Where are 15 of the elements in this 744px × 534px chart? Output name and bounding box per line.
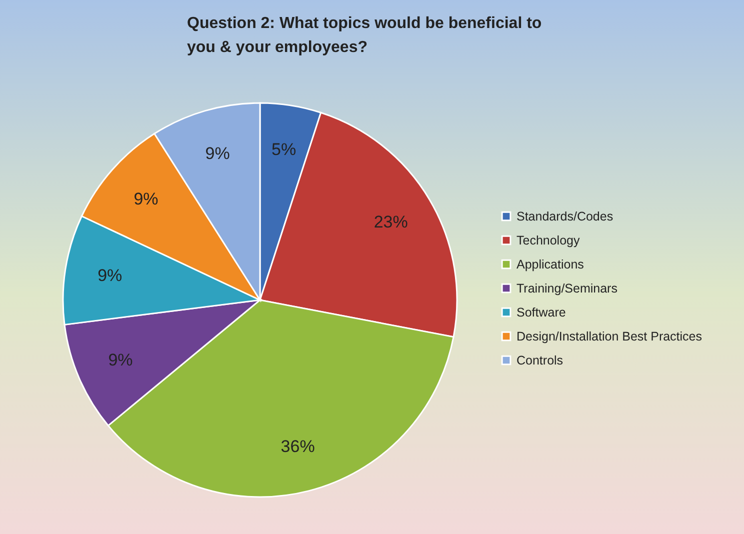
data-label: 9% [205,144,230,164]
legend-label: Applications [516,257,584,272]
chart-title: Question 2: What topics would be beneficial to you & your employees? [187,15,542,56]
legend-label: Standards/Codes [516,209,614,224]
legend-label: Design/Installation Best Practices [516,329,702,344]
data-label: 9% [134,189,158,208]
data-label: 5% [271,140,296,159]
legend-label: Software [516,305,566,320]
legend-label: Training/Seminars [516,281,618,296]
data-label: 9% [108,350,133,370]
legend-label: Technology [516,233,580,248]
data-label: 36% [280,437,315,456]
data-label: 23% [374,212,408,232]
data-label: 9% [98,266,122,286]
legend-label: Controls [516,353,564,368]
